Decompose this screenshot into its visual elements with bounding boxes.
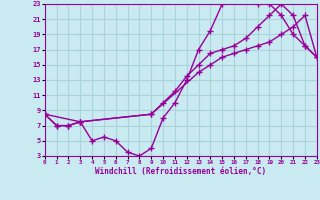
X-axis label: Windchill (Refroidissement éolien,°C): Windchill (Refroidissement éolien,°C) xyxy=(95,167,266,176)
